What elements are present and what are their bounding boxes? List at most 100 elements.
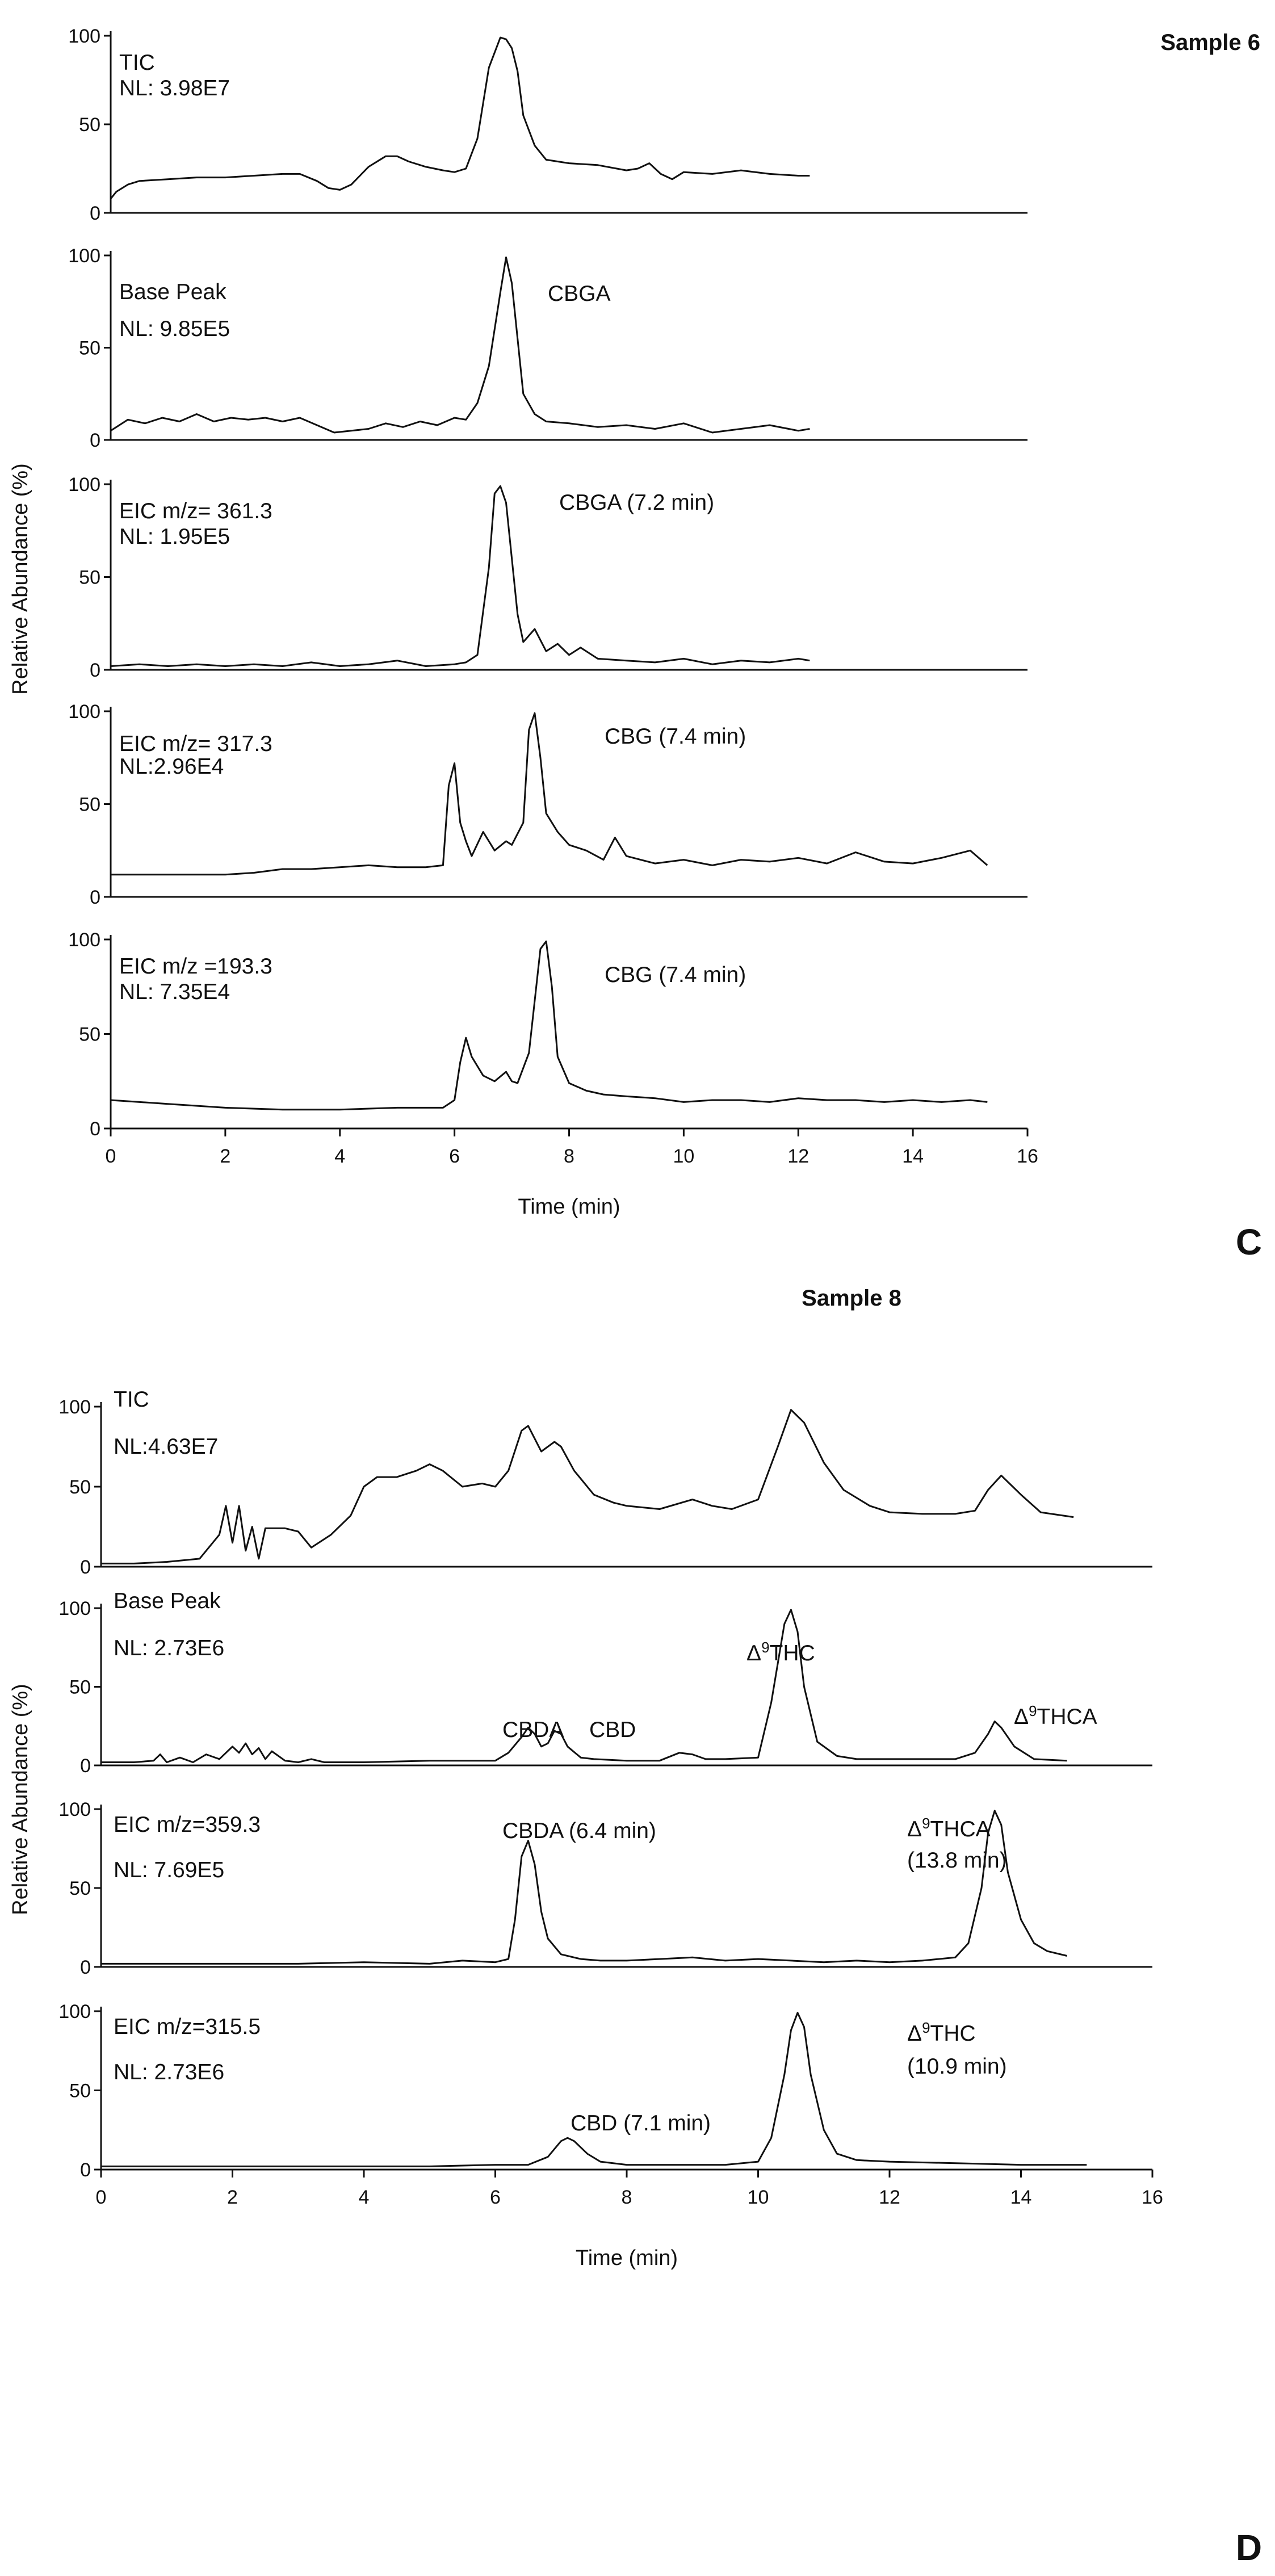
nl-label: NL: 7.35E4 [119, 980, 230, 1004]
y-tick-label: 0 [90, 1118, 100, 1140]
trace-label: TIC [119, 51, 155, 75]
trace-label: EIC m/z=359.3 [114, 1813, 261, 1837]
nl-label: NL: 2.73E6 [114, 2060, 224, 2084]
nl-label: NL: 1.95E5 [119, 525, 230, 549]
subplot-2: 0 50 100 Base Peak NL: 2.73E6 CBDA CBD Δ9THC Δ9T… [58, 1589, 1152, 1777]
trace-label: EIC m/z =193.3 [119, 954, 272, 979]
trace-label: Base Peak [114, 1589, 221, 1613]
y-tick-label: 50 [69, 1878, 91, 1899]
subplot-4: 0 50 100 EIC m/z= 317.3NL:2.96E4 CBG (7.4 mi… [68, 701, 1027, 908]
y-tick-label: 0 [80, 1556, 91, 1578]
y-tick-label: 0 [90, 887, 100, 908]
y-tick-label: 50 [79, 794, 100, 816]
y-tick-label: 100 [68, 474, 100, 496]
x-tick-label: 0 [96, 2187, 107, 2208]
x-tick-label: 2 [220, 1146, 230, 1167]
series-line-3 [101, 1810, 1067, 1965]
panel-letter: D [1236, 2527, 1262, 2568]
x-tick-label: 0 [106, 1146, 116, 1167]
y-tick-label: 0 [80, 1755, 91, 1777]
x-tick-label: 2 [227, 2187, 238, 2208]
peak-annotation: Δ9THCA [1014, 1702, 1097, 1729]
y-tick-label: 50 [69, 2080, 91, 2102]
peak-annotation: (13.8 min) [907, 1848, 1007, 1873]
trace-label: EIC m/z= 317.3 [119, 732, 272, 756]
nl-label: NL:2.96E4 [119, 754, 224, 779]
series-line-2 [110, 256, 810, 434]
series-line-5 [110, 940, 988, 1111]
peak-annotation: CBD [589, 1718, 636, 1742]
peak-annotation: CBD (7.1 min) [571, 2111, 711, 2136]
peak-annotation: CBGA [548, 282, 611, 306]
series-line-4 [111, 712, 988, 876]
y-tick-label: 0 [90, 660, 100, 681]
x-tick-label: 4 [334, 1146, 345, 1167]
series-line-1 [101, 1409, 1074, 1564]
peak-annotation: (10.9 min) [907, 2054, 1007, 2079]
peak-annotation: Δ9THCA [907, 1815, 991, 1841]
y-tick-label: 0 [80, 1957, 91, 1978]
trace-label: Base Peak [119, 280, 227, 304]
y-tick-label: 100 [68, 929, 100, 951]
x-axis-title: Time (min) [518, 1195, 620, 1219]
subplot-5: 0 50 100 0 2 4 6 8 10 12 14 16 EIC m/z =193.3NL: 7.3… [68, 929, 1038, 1167]
subplot-3: 0 50 100 EIC m/z=359.3 NL: 7.69E5 CBDA (6.4 m… [58, 1799, 1152, 1978]
series-line-1 [110, 36, 810, 199]
peak-annotation: CBG (7.4 min) [605, 724, 746, 749]
y-axis-title: Relative Abundance (%) [9, 1684, 32, 1915]
nl-label: NL: 2.73E6 [114, 1636, 224, 1660]
peak-annotation: Δ9THC [907, 2019, 976, 2046]
y-tick-label: 50 [79, 567, 100, 589]
peak-annotation: CBG (7.4 min) [605, 963, 746, 987]
panel-letter: C [1236, 1222, 1262, 1262]
trace-label: EIC m/z=315.5 [114, 2015, 261, 2039]
subplot-4: 0 50 100 0 2 4 6 8 10 12 14 16 EIC m/z=315.5 NL: 2.73… [58, 2001, 1163, 2208]
subplot-2: 0 50 100 Base Peak NL: 9.85E5 CBGA [68, 245, 1027, 451]
x-tick-label: 14 [902, 1146, 924, 1167]
x-tick-label: 10 [748, 2187, 769, 2208]
nl-label: NL: 3.98E7 [119, 76, 230, 100]
y-tick-label: 50 [69, 1476, 91, 1498]
peak-annotation: Δ9THC [746, 1639, 815, 1665]
x-tick-label: 6 [490, 2187, 501, 2208]
y-tick-label: 0 [90, 430, 100, 451]
x-tick-label: 12 [879, 2187, 900, 2208]
nl-label: NL:4.63E7 [114, 1434, 218, 1459]
y-tick-label: 50 [69, 1677, 91, 1698]
y-tick-label: 50 [79, 338, 100, 359]
subplot-3: 0 50 100 EIC m/z= 361.3NL: 1.95E5 CBGA (7.2 … [68, 474, 1027, 681]
series-line-3 [110, 485, 810, 667]
peak-annotation: CBDA (6.4 min) [502, 1819, 656, 1843]
y-tick-label: 100 [68, 701, 100, 723]
x-axis-title: Time (min) [576, 2246, 678, 2270]
series-line-4 [101, 2012, 1087, 2167]
y-tick-label: 100 [58, 2001, 91, 2023]
x-tick-label: 16 [1142, 2187, 1163, 2208]
y-tick-label: 50 [79, 1024, 100, 1046]
y-tick-label: 100 [58, 1396, 91, 1418]
x-tick-label: 8 [622, 2187, 632, 2208]
y-tick-label: 100 [68, 245, 100, 267]
x-tick-label: 14 [1010, 2187, 1032, 2208]
x-tick-label: 10 [673, 1146, 694, 1167]
subplot-1: 0 50 100 TIC NL:4.63E7 [58, 1387, 1152, 1578]
y-tick-label: 100 [58, 1799, 91, 1820]
nl-label: NL: 7.69E5 [114, 1858, 224, 1882]
sample-title: Sample 6 [1160, 30, 1260, 55]
x-tick-label: 16 [1017, 1146, 1038, 1167]
peak-annotation: CBGA (7.2 min) [559, 490, 714, 515]
y-axis-title: Relative Abundance (%) [9, 463, 32, 695]
y-tick-label: 100 [58, 1598, 91, 1620]
trace-label: EIC m/z= 361.3 [119, 499, 272, 523]
y-tick-label: 100 [68, 26, 100, 47]
x-tick-label: 4 [359, 2187, 370, 2208]
sample-title: Sample 8 [802, 1286, 901, 1311]
y-tick-label: 0 [80, 2159, 91, 2181]
trace-label: TIC [114, 1387, 149, 1412]
nl-label: NL: 9.85E5 [119, 317, 230, 341]
y-tick-label: 0 [90, 203, 100, 224]
